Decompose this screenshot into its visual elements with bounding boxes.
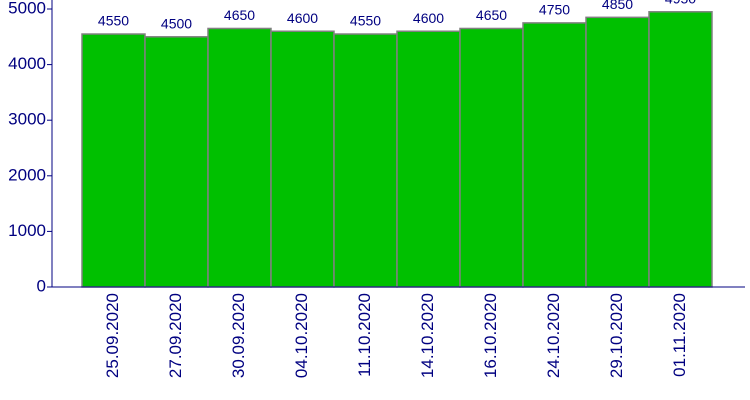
x-tick-label: 24.10.2020 [544,293,563,378]
x-tick-label: 04.10.2020 [292,293,311,378]
bar [648,11,713,288]
value-label: 4550 [350,13,381,29]
x-tick-label: 14.10.2020 [418,293,437,378]
x-tick-label: 27.09.2020 [166,293,185,378]
bar [459,27,524,288]
bar [207,27,272,288]
value-label: 4750 [539,2,570,18]
bar [81,33,146,288]
y-tick-label: 0 [37,276,46,295]
value-label: 4600 [287,10,318,26]
bar [333,33,398,288]
value-label: 4850 [602,0,633,12]
value-label: 4500 [161,16,192,32]
bar [144,36,209,288]
x-tick-label: 29.10.2020 [607,293,626,378]
value-label: 4650 [476,7,507,23]
y-tick-label: 2000 [8,165,46,184]
bar [522,22,587,288]
x-tick-label: 30.09.2020 [229,293,248,378]
value-label: 4650 [224,7,255,23]
x-tick-label: 16.10.2020 [481,293,500,378]
y-tick-label: 4000 [8,54,46,73]
bar [270,30,335,288]
x-tick-label: 25.09.2020 [103,293,122,378]
value-label: 4550 [98,13,129,29]
value-label: 4600 [413,10,444,26]
y-tick-label: 1000 [8,221,46,240]
y-tick-label: 3000 [8,110,46,129]
value-label: 4950 [665,0,696,6]
y-tick-label: 5000 [8,0,46,17]
x-tick-label: 11.10.2020 [355,293,374,377]
bar [585,16,650,288]
x-tick-label: 01.11.2020 [670,293,689,377]
bar [396,30,461,288]
